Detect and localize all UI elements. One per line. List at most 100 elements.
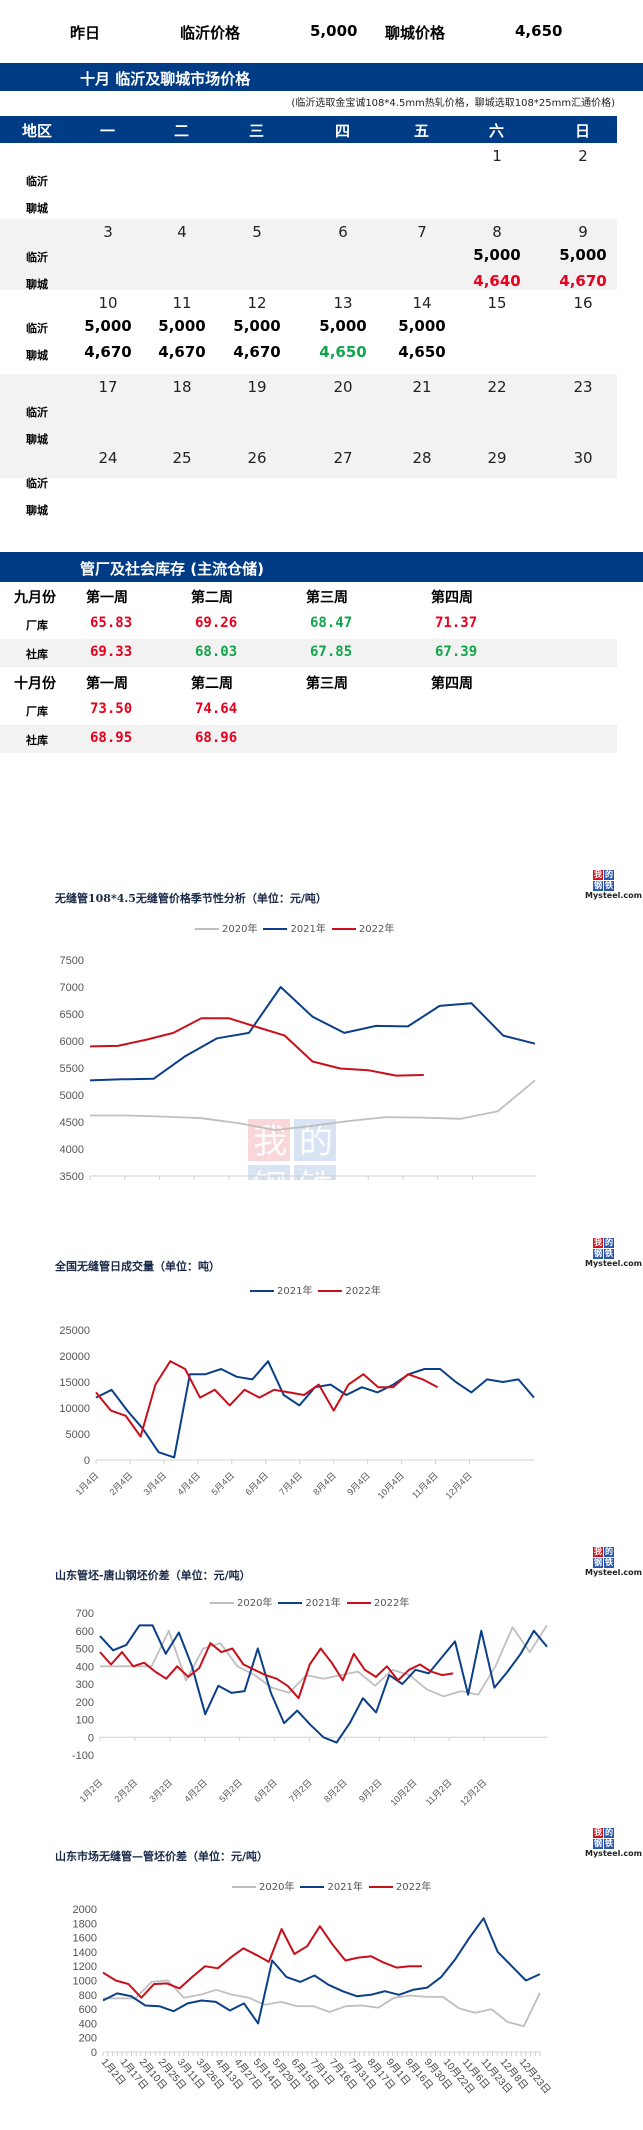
svg-text:4500: 4500 [60,1117,84,1129]
svg-text:1400: 1400 [73,1947,97,1959]
svg-text:5000: 5000 [60,1090,84,1102]
svg-text:800: 800 [79,1990,97,2002]
day-number: 11 [172,294,192,312]
svg-text:7月2日: 7月2日 [287,1777,314,1804]
svg-text:4000: 4000 [60,1144,84,1156]
mysteel-logo: 我的钢铁 Mysteel.com [585,1238,642,1268]
header-weekday: 五 [414,122,430,140]
inventory-value: 73.50 [90,701,133,717]
inventory-value: 68.47 [310,615,353,631]
svg-text:700: 700 [76,1608,94,1620]
svg-text:1000: 1000 [73,1976,97,1988]
day-number: 26 [247,449,267,467]
svg-text:6000: 6000 [60,1036,84,1048]
svg-text:3月2日: 3月2日 [147,1777,174,1804]
row-label-liaocheng: 聊城 [26,504,48,517]
legend-label: 2020年 [259,1882,295,1893]
liaocheng-price-value: 4,650 [515,22,563,40]
week-label: 第二周 [191,676,233,692]
chart-title: 山东管坯-唐山钢坯价差（单位：元/吨） [55,1569,251,1582]
svg-text:11月2日: 11月2日 [424,1777,454,1807]
legend-item: 2021年 [250,1282,312,1297]
calendar-week: 10 11 12 13 14 15 16 临沂 聊城 5,000 5,000 5,000 5,000 5,… [0,290,617,374]
inventory-value: 69.26 [195,615,238,631]
row-label: 社库 [26,734,48,747]
legend-item: 2022年 [346,1594,410,1609]
calendar-week: 17 18 19 20 21 22 23 临沂 聊城 [0,374,617,446]
svg-text:6月2日: 6月2日 [252,1777,279,1804]
chart-4: 0 200 400 600 800 1000 1200 1400 1600 1800 2000 1月2… [0,1820,643,2130]
calendar-banner: 十月 临沂及聊城市场价格 [0,63,643,91]
legend-label: 2021年 [305,1598,341,1609]
price-linyi: 5,000 [473,246,521,264]
week-label: 第二周 [191,590,233,606]
day-number: 25 [172,449,192,467]
legend-item: 2021年 [300,1878,363,1893]
day-number: 27 [333,449,353,467]
day-number: 28 [412,449,432,467]
chart-3: -100 0 100 200 300 400 500 600 700 1月2日 2月2日 3月2日 4月… [0,1510,643,1820]
legend-label: 2021年 [277,1286,313,1297]
price-liaocheng: 4,670 [158,343,206,361]
day-number: 5 [252,223,262,241]
day-number: 9 [578,223,588,241]
svg-text:6500: 6500 [60,1009,84,1021]
svg-text:1600: 1600 [73,1933,97,1945]
svg-text:500: 500 [76,1644,94,1656]
header-weekday: 二 [174,122,190,140]
legend-item: 2020年 [210,1594,272,1609]
svg-text:200: 200 [79,2033,97,2045]
linyi-price-value: 5,000 [310,22,358,40]
inventory-row-social: 社库 69.33 68.03 67.85 67.39 [0,639,617,667]
row-label-liaocheng: 聊城 [26,278,48,291]
svg-text:300: 300 [76,1679,94,1691]
header-region: 地区 [22,122,53,140]
legend-label: 2022年 [373,1598,410,1609]
day-number: 24 [98,449,118,467]
calendar-week: 1 2 临沂 聊城 [0,143,617,219]
header-weekday: 一 [100,122,116,140]
svg-text:7500: 7500 [60,955,84,967]
svg-text:3500: 3500 [60,1171,84,1180]
inventory-month-header: 九月份 第一周 第二周 第三周 第四周 [0,582,617,610]
day-number: 8 [492,223,502,241]
price-liaocheng: 4,670 [233,343,281,361]
legend-label: 2022年 [395,1882,432,1893]
inventory-row-social: 社库 68.95 68.96 [0,725,617,753]
day-number: 19 [247,378,267,396]
legend-item: 2020年 [195,920,257,935]
svg-text:5000: 5000 [66,1429,90,1441]
price-linyi: 5,000 [84,317,132,335]
row-label-linyi: 临沂 [26,406,48,419]
day-number: 6 [338,223,348,241]
row-label-linyi: 临沂 [26,322,48,335]
calendar-week: 3 4 5 6 7 8 9 临沂 聊城 5,000 5,000 4,640 4,670 [0,219,617,291]
row-label: 厂库 [26,705,48,718]
day-number: 10 [98,294,118,312]
price-linyi: 5,000 [158,317,206,335]
svg-text:25000: 25000 [59,1325,90,1337]
week-label: 第一周 [86,590,128,606]
legend-item: 2021年 [278,1594,341,1609]
svg-text:5月4日: 5月4日 [209,1470,236,1497]
week-day-band [0,445,617,478]
day-number: 29 [487,449,507,467]
price-linyi: 5,000 [559,246,607,264]
svg-text:600: 600 [76,1626,94,1638]
mysteel-logo: 我的钢铁 Mysteel.com [585,870,642,900]
inventory-title: 管厂及社会库存 (主流仓储) [80,560,264,578]
svg-text:5500: 5500 [60,1063,84,1075]
price-liaocheng: 4,670 [84,343,132,361]
row-label-liaocheng: 聊城 [26,349,48,362]
svg-text:12月4日: 12月4日 [443,1470,473,1500]
svg-text:10月2日: 10月2日 [388,1777,418,1807]
week-label: 第三周 [306,676,348,692]
day-number: 22 [487,378,507,396]
day-number: 3 [103,223,113,241]
legend-label: 2022年 [358,924,395,935]
day-number: 15 [487,294,507,312]
svg-text:100: 100 [76,1715,94,1727]
week-label: 第四周 [431,676,473,692]
